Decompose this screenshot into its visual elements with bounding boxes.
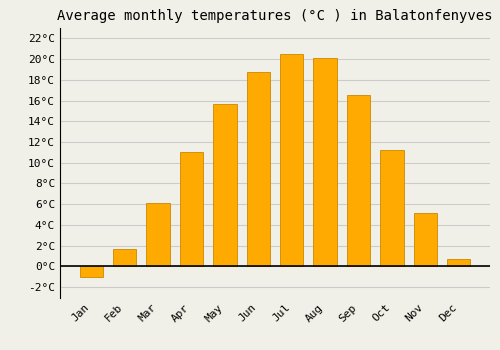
- Bar: [380, 150, 404, 266]
- Bar: [213, 104, 236, 266]
- Bar: [347, 95, 370, 266]
- Bar: [180, 152, 203, 266]
- Bar: [280, 54, 303, 266]
- Bar: [447, 259, 470, 266]
- Title: Average monthly temperatures (°C ) in Balatonfenyves: Average monthly temperatures (°C ) in Ba…: [57, 9, 493, 23]
- Bar: [414, 212, 437, 266]
- Bar: [80, 266, 103, 277]
- Bar: [146, 203, 170, 266]
- Bar: [113, 249, 136, 266]
- Bar: [246, 71, 270, 266]
- Bar: [314, 58, 337, 266]
